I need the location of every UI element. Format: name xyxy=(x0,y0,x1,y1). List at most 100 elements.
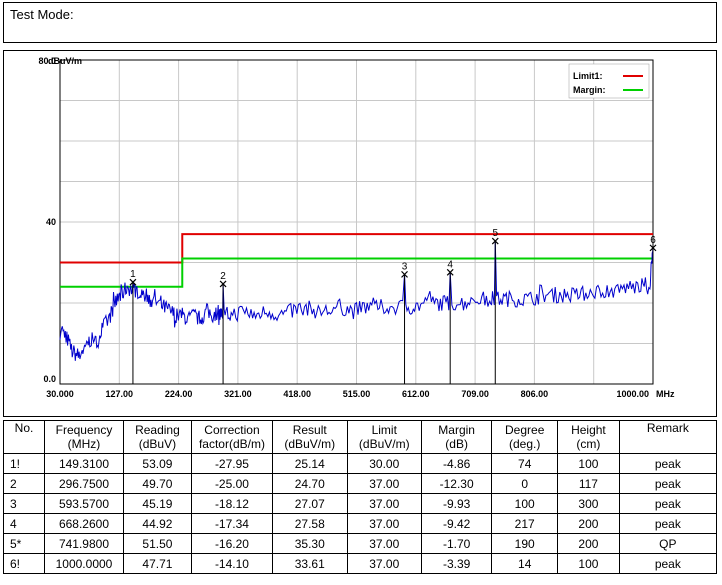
x-tick-label: 224.00 xyxy=(165,389,193,399)
table-cell: -16.20 xyxy=(190,533,273,554)
column-header-line: (dBuV/m) xyxy=(358,437,410,451)
table-row: 1! 149.3100 53.09 -27.95 25.14 30.00 -4.86 74 10… xyxy=(2,453,718,474)
measurement-trace xyxy=(59,241,654,361)
column-header: Correction factor(dB/m) xyxy=(190,420,273,454)
table-cell: 5* xyxy=(2,533,46,554)
table-cell: 51.50 xyxy=(122,533,192,554)
chart-legend: Limit1: Margin: xyxy=(568,63,650,99)
column-header-line: (cm) xyxy=(576,437,601,451)
table-cell: -12.30 xyxy=(421,473,493,494)
column-header-line: Correction xyxy=(204,423,260,437)
column-header: No. xyxy=(2,420,46,454)
column-header-line: Reading xyxy=(135,423,180,437)
table-cell: -3.39 xyxy=(421,553,493,574)
column-header-line: No. xyxy=(14,421,34,435)
y-axis-unit: dBuV/m xyxy=(48,56,82,66)
marker-cross xyxy=(129,278,137,286)
table-cell: 37.00 xyxy=(346,513,423,534)
table-cell: 45.19 xyxy=(122,493,192,514)
marker-cross xyxy=(491,237,499,245)
marker-label: 5 xyxy=(492,228,498,239)
table-cell: 149.3100 xyxy=(44,453,124,474)
table-cell: peak xyxy=(618,513,718,534)
table-cell: 100 xyxy=(491,493,559,514)
table-cell: 24.70 xyxy=(271,473,348,494)
table-cell: 593.5700 xyxy=(44,493,124,514)
x-tick-label: 321.00 xyxy=(224,389,252,399)
column-header-line: factor(dB/m) xyxy=(198,437,265,451)
table-cell: 33.61 xyxy=(271,553,348,574)
column-header: Margin (dB) xyxy=(421,420,493,454)
marker-cross xyxy=(401,270,408,278)
column-header-line: Limit xyxy=(371,423,397,437)
y-tick-label: 0.0 xyxy=(43,374,56,384)
column-header-line: Margin xyxy=(438,423,475,437)
table-row: 2 296.7500 49.70 -25.00 24.70 37.00 -12.30 0 117… xyxy=(2,473,718,494)
table-cell: 53.09 xyxy=(122,453,192,474)
table-cell: 3 xyxy=(2,493,46,514)
table-cell: -9.93 xyxy=(421,493,493,514)
table-cell: 1! xyxy=(2,453,46,474)
y-tick-label: 80.0 xyxy=(38,56,56,66)
marker-label: 1 xyxy=(130,269,136,280)
emission-chart: 1 2 3 4 5 6 80.0 40 0.0 30.000 127.00 224.00 321.00… xyxy=(38,56,675,399)
table-cell: 300 xyxy=(557,493,620,514)
peak-markers: 1 2 3 4 5 6 xyxy=(129,228,657,384)
x-tick-label: 30.000 xyxy=(46,389,74,399)
table-cell: -25.00 xyxy=(190,473,273,494)
table-cell: -17.34 xyxy=(190,513,273,534)
x-tick-label: 1000.00 xyxy=(616,389,649,399)
x-tick-label: 127.00 xyxy=(106,389,134,399)
column-header: Frequency (MHz) xyxy=(44,420,124,454)
table-cell: 74 xyxy=(491,453,559,474)
marker-label: 6 xyxy=(650,235,656,246)
table-cell: 37.00 xyxy=(346,493,423,514)
marker-label: 4 xyxy=(447,259,453,270)
table-cell: 49.70 xyxy=(122,473,192,494)
column-header: Height (cm) xyxy=(557,420,620,454)
x-tick-label: 418.00 xyxy=(283,389,311,399)
table-cell: -18.12 xyxy=(190,493,273,514)
marker-cross xyxy=(446,268,454,276)
table-cell: QP xyxy=(618,533,718,554)
results-table: No. Frequency (MHz) Reading (dBuV) Correction… xyxy=(2,420,718,574)
column-header-line: Remark xyxy=(646,421,689,435)
table-cell: 37.00 xyxy=(346,553,423,574)
table-cell: 296.7500 xyxy=(44,473,124,494)
table-cell: 200 xyxy=(557,513,620,534)
table-cell: 2 xyxy=(2,473,46,494)
table-row: 3 593.5700 45.19 -18.12 27.07 37.00 -9.93 100 30… xyxy=(2,493,718,514)
axis-ticks: 80.0 40 0.0 30.000 127.00 224.00 321.00 418.00 5… xyxy=(38,56,649,399)
marker-label: 3 xyxy=(402,261,408,272)
x-tick-label: 515.00 xyxy=(343,389,371,399)
table-body: 1! 149.3100 53.09 -27.95 25.14 30.00 -4.86 74 10… xyxy=(2,453,718,574)
table-cell: 100 xyxy=(557,553,620,574)
test-mode-label: Test Mode: xyxy=(10,7,74,22)
column-header-line: Height xyxy=(571,423,606,437)
table-row: 5* 741.9800 51.50 -16.20 35.30 37.00 -1.70 190 2… xyxy=(2,533,718,554)
table-cell: 1000.0000 xyxy=(44,553,124,574)
column-header-line: Frequency xyxy=(55,423,113,437)
limit-line xyxy=(60,233,653,264)
table-cell: peak xyxy=(618,553,718,574)
table-cell: 37.00 xyxy=(346,533,423,554)
table-cell: 25.14 xyxy=(271,453,348,474)
table-cell: 6! xyxy=(2,553,46,574)
x-tick-label: 612.00 xyxy=(402,389,430,399)
table-cell: -9.42 xyxy=(421,513,493,534)
chart-panel: 1 2 3 4 5 6 80.0 40 0.0 30.000 127.00 224.00 321.00… xyxy=(3,50,717,417)
table-row: 6! 1000.0000 47.71 -14.10 33.61 37.00 -3.39 14 1… xyxy=(2,553,718,574)
table-cell: 217 xyxy=(491,513,559,534)
table-cell: 44.92 xyxy=(122,513,192,534)
marker-label: 2 xyxy=(220,271,226,282)
table-cell: 190 xyxy=(491,533,559,554)
column-header: Degree (deg.) xyxy=(491,420,559,454)
table-cell: 30.00 xyxy=(346,453,423,474)
table-cell: 0 xyxy=(491,473,559,494)
table-header-row: No. Frequency (MHz) Reading (dBuV) Correction… xyxy=(2,420,718,454)
column-header-line: Degree xyxy=(505,423,545,437)
table-row: 4 668.2600 44.92 -17.34 27.58 37.00 -9.42 217 20… xyxy=(2,513,718,534)
table-cell: 668.2600 xyxy=(44,513,124,534)
table-cell: 741.9800 xyxy=(44,533,124,554)
column-header: Limit (dBuV/m) xyxy=(346,420,423,454)
